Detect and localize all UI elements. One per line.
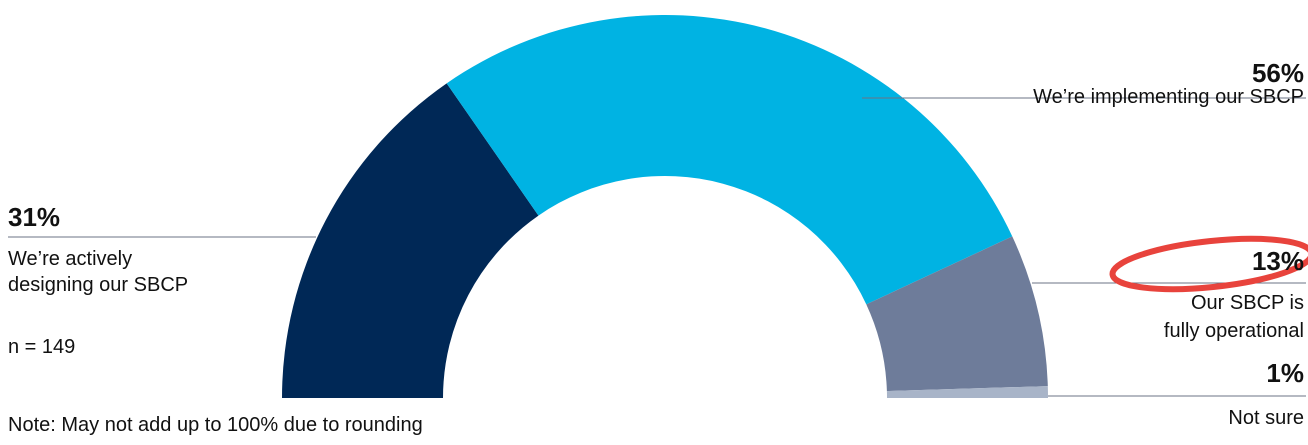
slice-pct-designing: 31% <box>8 202 61 232</box>
highlight-annotation-ellipse <box>1109 235 1308 293</box>
slice-label-not-sure: Not sure <box>1228 407 1304 429</box>
slice-not-sure <box>886 386 1048 398</box>
slice-label-designing-line1: We’re actively <box>8 248 133 270</box>
slice-pct-implementing: 56% <box>1251 58 1304 88</box>
slice-designing <box>282 83 539 398</box>
slice-implementing <box>446 14 1013 305</box>
rounding-note: Note: May not add up to 100% due to roun… <box>8 414 423 436</box>
slice-label-designing-line2: designing our SBCP <box>8 274 189 296</box>
slice-label-operational-line1: Our SBCP is <box>1191 292 1304 314</box>
slice-pct-operational: 13% <box>1251 246 1304 276</box>
sample-size-label: n = 149 <box>8 336 76 358</box>
slice-label-operational-line2: fully operational <box>1163 320 1304 342</box>
slice-pct-not-sure: 1% <box>1266 358 1304 388</box>
slice-operational <box>866 236 1048 392</box>
slice-label-implementing: We’re implementing our SBCP <box>1033 86 1304 108</box>
